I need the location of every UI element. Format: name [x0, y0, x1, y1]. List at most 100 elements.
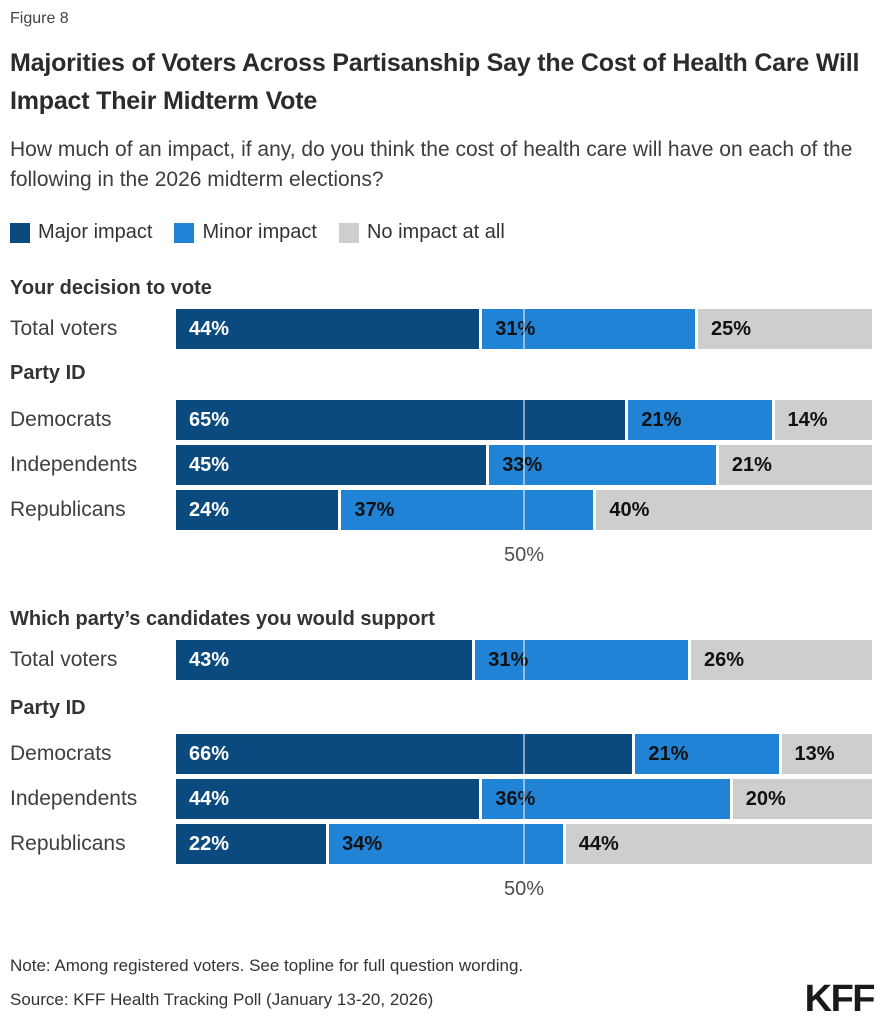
bar-track: 45% 33% 21% [176, 445, 872, 485]
chart-section: Your decision to vote Total voters 44% 31% 2… [10, 276, 873, 567]
legend-swatch-no-icon [338, 222, 359, 243]
bar-track: 65% 21% 14% [176, 400, 872, 440]
bar-segment: 40% [596, 490, 873, 530]
bar-value-label: 44% [578, 832, 619, 855]
bar-segment: 31% [482, 309, 698, 349]
chart-row: Independents 44% 36% 20% [10, 779, 872, 819]
note-text: Note: Among registered voters. See topli… [10, 956, 524, 975]
legend-item: Minor impact [174, 221, 317, 244]
bar-value-label: 26% [704, 648, 745, 671]
gridline-50pct [523, 490, 525, 530]
bar-track: 22% 34% 44% [176, 824, 872, 864]
row-label: Total voters [10, 317, 118, 340]
bar-segment: 44% [176, 309, 483, 349]
bar-value-label: 45% [189, 453, 230, 476]
bar-segment: 21% [718, 445, 872, 485]
bar-segment: 21% [628, 400, 775, 440]
bar-track: 24% 37% 40% [176, 490, 873, 530]
chart-section-title: Your decision to vote [10, 277, 212, 299]
legend-item: Major impact [10, 221, 152, 244]
bar-value-label: 31% [488, 648, 529, 671]
legend-label: Major impact [38, 221, 153, 243]
bar-value-label: 22% [189, 832, 230, 855]
row-label: Democrats [10, 742, 112, 765]
bar-value-label: 31% [495, 317, 536, 340]
bar-value-label: 33% [489, 454, 542, 477]
bar-value-label: 44% [189, 787, 230, 810]
bar-value-label: 14% [787, 408, 828, 431]
bar-segment: 45% [176, 445, 490, 485]
legend-label: No impact at all [366, 221, 505, 243]
bar-segment: 21% [635, 734, 782, 774]
bar-value-label: 37% [354, 498, 395, 521]
bar-value-label: 40% [609, 498, 650, 521]
bar-track: 44% 31% 25% [176, 309, 872, 349]
chart-row: Total voters 44% 31% 25% [10, 309, 872, 349]
bar-segment: 36% [482, 779, 733, 819]
bar-segment: 44% [565, 824, 872, 864]
bar-segment: 14% [774, 400, 872, 440]
bar-segment: 34% [329, 824, 566, 864]
group-label: Party ID [10, 362, 86, 384]
row-label: Independents [10, 453, 138, 476]
subtitle: How much of an impact, if any, do you th… [10, 138, 853, 191]
bar-value-label: 21% [641, 408, 682, 431]
row-label: Republicans [10, 498, 126, 521]
axis-tick-label: 50% [503, 878, 545, 900]
gridline-50pct [523, 445, 525, 485]
bar-value-label: 25% [710, 317, 752, 340]
charts: Your decision to vote Total voters 44% 31% 2… [10, 276, 873, 901]
bar-segment: 26% [691, 640, 872, 680]
chart-row: Democrats 65% 21% 14% [10, 400, 872, 440]
bar-segment: 66% [176, 734, 636, 774]
bar-value-label: 36% [495, 787, 536, 810]
row-label: Democrats [10, 408, 112, 431]
chart-section: Which party’s candidates you would suppo… [10, 607, 872, 901]
group-label: Party ID [10, 697, 86, 719]
figure-label: Figure 8 [10, 10, 69, 27]
bar-value-label: 21% [731, 453, 772, 476]
chart-row: Total voters 43% 31% 26% [10, 640, 872, 680]
bar-track: 44% 36% 20% [176, 779, 872, 819]
chart-row: Democrats 66% 21% 13% [10, 734, 872, 774]
legend-item: No impact at all [338, 221, 505, 244]
bar-value-label: 34% [342, 832, 383, 855]
chart-row: Independents 45% 33% 21% [10, 445, 872, 485]
row-label: Independents [10, 787, 138, 810]
chart-row: Republicans 22% 34% 44% [10, 824, 872, 864]
bar-value-label: 21% [648, 742, 689, 765]
row-label: Republicans [10, 832, 126, 855]
axis-tick-label: 50% [503, 544, 545, 566]
gridline-50pct [523, 309, 525, 349]
chart-section-title: Which party’s candidates you would suppo… [10, 608, 435, 630]
bar-value-label: 43% [189, 648, 230, 671]
bar-value-label: 66% [189, 742, 230, 765]
source-text: Source: KFF Health Tracking Poll (Januar… [10, 990, 434, 1009]
bar-segment: 37% [341, 490, 597, 530]
gridline-50pct [523, 400, 525, 440]
bar-value-label: 13% [794, 742, 835, 765]
bar-value-label: 24% [189, 498, 230, 521]
bar-track: 43% 31% 26% [176, 640, 872, 680]
row-label: Total voters [10, 648, 118, 671]
kff-logo: KFF [804, 978, 876, 1020]
bar-segment: 13% [781, 734, 872, 774]
bar-value-label: 20% [745, 787, 786, 810]
legend-label: Minor impact [202, 221, 317, 243]
bar-segment: 31% [475, 640, 692, 680]
bar-segment: 22% [176, 824, 330, 864]
chart-row: Republicans 24% 37% 40% [10, 490, 873, 530]
bar-segment: 44% [176, 779, 483, 819]
bar-segment: 65% [176, 400, 629, 440]
gridline-50pct [523, 734, 525, 774]
legend-swatch-major-icon [10, 222, 30, 243]
gridline-50pct [523, 824, 525, 864]
legend: Major impact Minor impact No impact at all [10, 221, 872, 244]
bar-segment: 25% [697, 309, 872, 349]
legend-swatch-minor-icon [174, 222, 195, 243]
page-title: Majorities of Voters Across Partisanship… [10, 49, 860, 115]
bar-segment: 43% [176, 640, 476, 680]
bar-value-label: 44% [189, 317, 230, 340]
gridline-50pct [523, 779, 525, 819]
